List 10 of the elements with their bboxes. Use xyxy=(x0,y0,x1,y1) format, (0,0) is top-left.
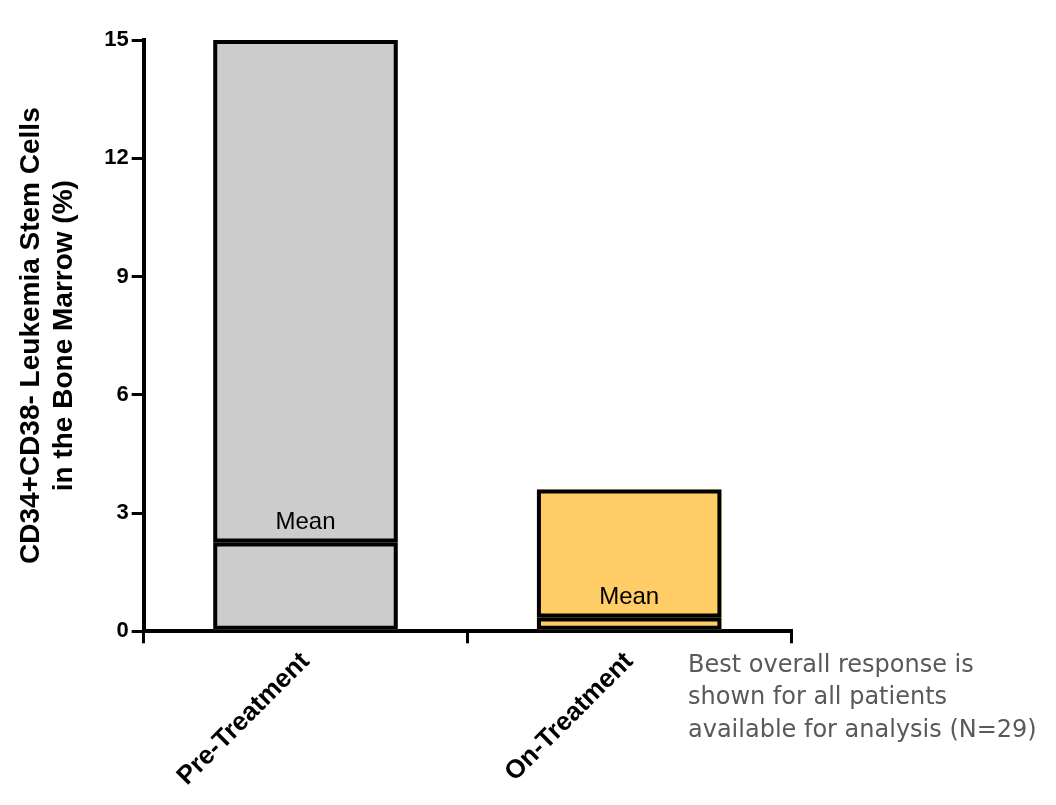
annotation: Mean xyxy=(599,582,660,610)
y-tick-label: 12 xyxy=(104,144,129,170)
text: Best overall response is shown for all patients available for analysis (N=29) xyxy=(688,649,1038,745)
y-tick-label: 15 xyxy=(104,26,129,52)
y-tick-label: 9 xyxy=(116,262,129,288)
y-tick-label: 0 xyxy=(116,617,129,643)
y-tick-label: 6 xyxy=(116,380,129,406)
annotation: Mean xyxy=(275,507,336,535)
y-tick-label: 3 xyxy=(116,499,129,525)
y-axis-title: CD34+CD38- Leukemia Stem Cells in the Bone Marrow (%) xyxy=(13,107,79,565)
